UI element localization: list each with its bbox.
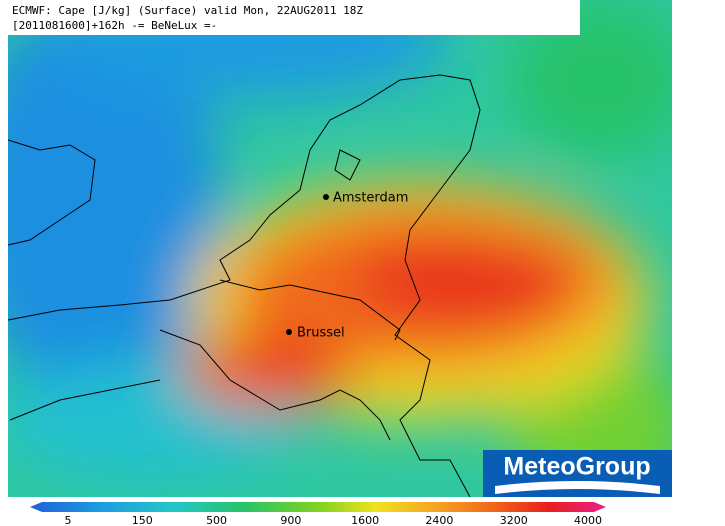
colorbar-label: 5 xyxy=(65,514,72,526)
title-box xyxy=(8,0,580,35)
colorbar-label: 150 xyxy=(132,514,153,526)
colorbar-label: 900 xyxy=(280,514,301,526)
colorbar-label: 3200 xyxy=(500,514,528,526)
logo-swoosh xyxy=(495,481,660,494)
subtitle: [2011081600]+162h -= BeNeLux =- xyxy=(12,19,217,32)
city-label: Amsterdam xyxy=(333,191,408,206)
colorbar-label: 1600 xyxy=(351,514,379,526)
city-dot xyxy=(286,329,292,335)
logo: MeteoGroup xyxy=(503,453,650,481)
city-label: Brussel xyxy=(297,326,345,341)
colorbar-label: 2400 xyxy=(425,514,453,526)
colorbar-label: 4000 xyxy=(574,514,602,526)
cape-field xyxy=(8,0,672,497)
city-dot xyxy=(323,194,329,200)
colorbar xyxy=(30,502,606,512)
borders xyxy=(8,74,481,497)
colorbar-ticks: 5 150 500 900 1600 2400 3200 4000 xyxy=(65,514,603,526)
title: ECMWF: Cape [J/kg] (Surface) valid Mon, … xyxy=(12,4,363,17)
colorbar-label: 500 xyxy=(206,514,227,526)
